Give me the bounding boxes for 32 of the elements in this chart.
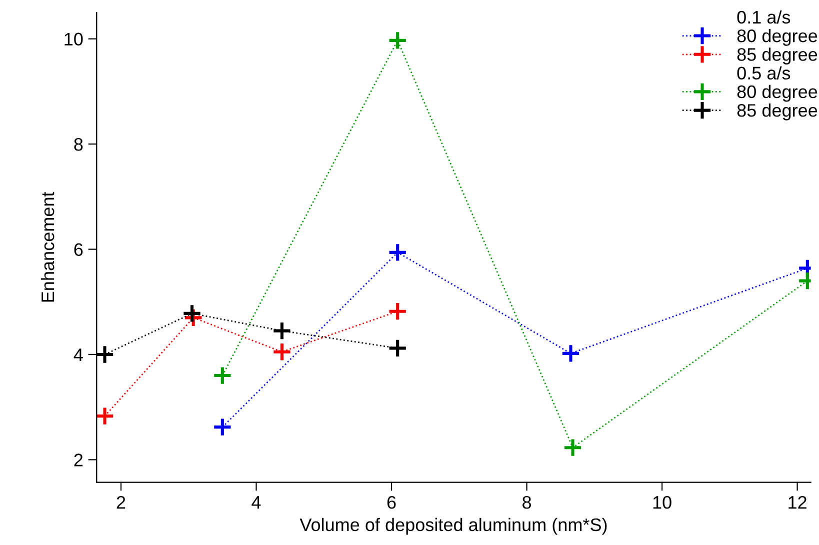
annotation: 0.1 a/s [737,10,790,24]
point [388,242,408,262]
x-tick-label: 2 [116,496,126,509]
point [96,406,115,426]
y-tick-label: 8 [74,138,83,151]
y-tick-label: 2 [74,454,83,466]
point [96,344,115,364]
legend-label: 80 degree [737,84,818,102]
point [388,301,408,322]
x-axis-title: Volume of deposited aluminum (nm*S) [300,518,607,535]
legend-label: 85 degree [737,48,818,64]
legend-label: 85 degree [737,104,818,120]
annotation: 0.5 a/s [737,66,790,80]
point [182,304,202,324]
point [562,438,583,458]
point [212,366,232,386]
point [272,342,292,362]
x-tick-label: 8 [522,496,531,509]
point [388,30,408,50]
point [560,344,581,364]
legend-label: 80 degree [737,29,818,46]
x-tick-label: 4 [252,496,261,509]
y-axis-title: Enhancement [40,192,54,302]
point [212,417,232,437]
x-tick-label: 12 [788,496,806,509]
point [272,320,292,341]
y-tick-label: 10 [64,32,83,46]
point [388,338,408,358]
x-tick-label: 6 [387,496,396,509]
x-tick-label: 10 [653,496,672,509]
y-tick-label: 6 [74,243,83,256]
y-tick-label: 4 [74,348,83,362]
